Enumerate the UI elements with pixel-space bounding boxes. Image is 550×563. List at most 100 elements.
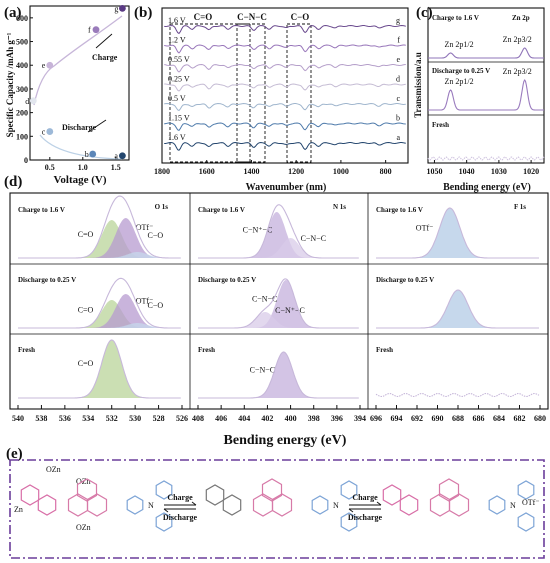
component-label: C=O xyxy=(78,306,94,315)
row-label: Discharge to 0.25 V xyxy=(376,276,434,284)
point-label: c xyxy=(42,128,46,137)
data-point xyxy=(119,4,126,12)
point-label: f xyxy=(88,26,91,35)
xps-envelope-line xyxy=(198,351,359,399)
charge-curve xyxy=(33,15,123,106)
panel-label-c: (c) xyxy=(416,5,433,21)
fit-component xyxy=(378,208,522,258)
row-label: Discharge to 0.25 V xyxy=(18,276,76,284)
pdi-ring xyxy=(252,493,274,517)
x-tick-label: 536 xyxy=(59,414,71,423)
fit-component xyxy=(42,220,183,258)
row-label: Fresh xyxy=(376,346,393,354)
x-tick-label: 0.5 xyxy=(45,163,55,172)
y-axis-label-a: Specific Capacity /mAh g⁻¹ xyxy=(5,32,15,137)
row-label: Charge to 1.6 V xyxy=(18,206,65,214)
fit-component xyxy=(201,312,329,328)
x-tick-label: 538 xyxy=(35,414,47,423)
xps-line xyxy=(427,156,545,161)
ir-spectrum-line xyxy=(164,63,406,73)
nitrogen-atom: N xyxy=(510,501,516,510)
region-box-cnc xyxy=(236,23,266,163)
series-letter-label: a xyxy=(396,133,400,142)
point-label: b xyxy=(85,150,89,159)
component-label: C−N⁺−C xyxy=(243,226,273,235)
x-tick-label: 696 xyxy=(370,414,382,423)
x-tick-label: 408 xyxy=(192,414,204,423)
fit-component xyxy=(42,300,183,328)
component-label: C−O xyxy=(147,301,163,310)
xps-envelope-line xyxy=(375,392,540,398)
xps-line xyxy=(428,78,544,111)
x-tick-label: 540 xyxy=(12,414,24,423)
fit-component xyxy=(42,340,183,398)
pdi-ring xyxy=(67,493,89,517)
y-tick-label: 100 xyxy=(16,132,28,141)
zn-2p-title: Zn 2p xyxy=(512,14,530,22)
series-voltage-label: 0.25 V xyxy=(168,75,190,84)
charge-arrow xyxy=(95,33,113,49)
x-tick-label: 406 xyxy=(215,414,227,423)
plot-frame-a xyxy=(29,5,130,161)
phenyl-ring xyxy=(340,512,358,532)
fit-component xyxy=(56,294,197,328)
x-tick-label: 686 xyxy=(473,414,485,423)
fit-component xyxy=(68,252,208,258)
x-tick-label: 800 xyxy=(380,167,392,176)
ir-spectrum-line xyxy=(164,24,406,35)
x-tick-label: 1000 xyxy=(333,167,349,176)
fit-component xyxy=(56,218,197,258)
y-tick-label: 400 xyxy=(16,61,28,70)
x-tick-label: 684 xyxy=(493,414,505,423)
charge-label: Charge xyxy=(352,493,378,502)
series-letter-label: b xyxy=(396,114,400,123)
y-tick-label: 0 xyxy=(24,156,28,165)
x-tick-label: 532 xyxy=(106,414,118,423)
component-label: C−N−C xyxy=(250,366,275,375)
series-voltage-label: 1.2 V xyxy=(168,36,186,45)
y-tick-label: 300 xyxy=(16,85,28,94)
x-tick-label: 688 xyxy=(452,414,464,423)
element-title: F 1s xyxy=(514,203,526,211)
pdi-ring xyxy=(76,478,98,502)
point-label: a xyxy=(114,152,118,161)
component-label: C=O xyxy=(78,359,94,368)
x-tick-label: 1020 xyxy=(523,167,539,176)
charge-annotation: Charge xyxy=(92,53,118,62)
x-tick-label: 682 xyxy=(514,414,526,423)
panel-a: (a) Specific Capacity /mAh g⁻¹ Voltage (… xyxy=(4,4,130,186)
row-label: Charge to 1.6 V xyxy=(432,14,479,22)
x-tick-label: 1800 xyxy=(154,167,170,176)
y-axis-label-c: Transmission/a.u xyxy=(413,52,423,118)
element-title: O 1s xyxy=(155,203,169,211)
pdi-ring xyxy=(261,478,283,502)
data-point xyxy=(119,152,126,160)
point-label: d xyxy=(25,97,29,106)
phenyl-ring xyxy=(517,512,535,532)
panel-label-e: (e) xyxy=(6,446,23,462)
fit-component xyxy=(213,212,341,258)
ir-spectrum-line xyxy=(164,102,406,112)
peak-label: Zn 2p3/2 xyxy=(503,67,532,76)
xps-envelope-line xyxy=(198,204,359,259)
row-label: Charge to 1.6 V xyxy=(198,206,245,214)
region-box-co xyxy=(169,23,251,163)
x-tick-label: 690 xyxy=(432,414,444,423)
plot-frame-c xyxy=(427,7,545,164)
scheme-frame xyxy=(9,459,545,559)
component-label: OTf⁻ xyxy=(136,296,154,305)
xps-envelope-line xyxy=(376,207,539,259)
xps-envelope-line xyxy=(18,195,181,259)
naphthalene-ring xyxy=(222,494,242,516)
x-tick-label: 404 xyxy=(238,414,250,423)
region-label-c-o: C−O xyxy=(291,12,310,22)
x-tick-label: 1050 xyxy=(426,167,442,176)
x-tick-label: 528 xyxy=(153,414,165,423)
panel-label-a: (a) xyxy=(4,5,22,21)
nitrogen-atom: N xyxy=(333,501,339,510)
pdi-ring xyxy=(448,493,470,517)
series-voltage-label: 1.15 V xyxy=(168,114,190,123)
x-axis-label-d: Bending energy (eV) xyxy=(224,433,347,448)
fit-component xyxy=(227,238,355,258)
ozn-label: OZn xyxy=(76,523,91,532)
